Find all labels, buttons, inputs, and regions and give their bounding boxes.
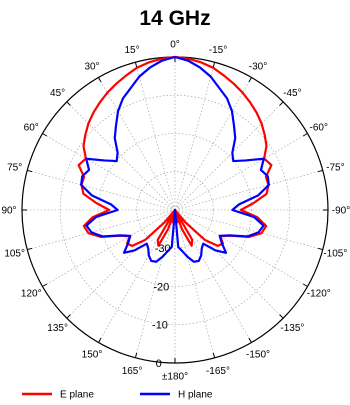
angle-tick-label: ±180° [162,372,188,383]
grid-spoke [42,209,176,287]
grid-spoke [174,209,215,358]
polar-grid [21,56,329,364]
angle-tick-label: -105° [323,248,347,259]
angle-tick-label: 60° [24,123,39,134]
legend: E plane H plane [22,390,213,401]
angle-tick-label: -60° [310,123,328,134]
angle-tick-mark [42,133,48,137]
angle-tick-mark [317,169,323,173]
angle-tick-mark [42,283,48,287]
angle-tick-label: 15° [124,45,139,56]
angle-tick-mark [279,314,284,319]
grid-spoke [174,209,323,250]
grid-spoke [27,170,176,211]
grid-spoke [27,209,176,250]
angle-tick-mark [212,62,216,68]
angle-tick-mark [27,247,33,251]
series-group [77,55,273,263]
angle-tick-mark [27,169,33,173]
angle-tick-mark [134,352,138,358]
angle-tick-label: -135° [280,323,304,334]
legend-label: H plane [178,390,213,401]
angle-tick-label: 90° [1,206,16,217]
angle-tick-mark [134,62,138,68]
grid-spoke [174,77,252,211]
angle-tick-mark [212,352,216,358]
radial-tick-label: -30 [155,243,171,255]
legend-label: E plane [60,390,94,401]
angle-tick-labels: 0° 15° 30° 45° 60° 75° 90° 105° 120° 135° 150° 165°… [1,40,350,383]
angle-tick-mark [302,283,308,287]
angle-tick-mark [279,101,284,106]
angle-tick-label: 75° [7,163,22,174]
angle-tick-mark [248,337,252,343]
grid-ring [136,171,214,249]
grid-spoke [42,133,176,211]
grid-spoke [174,209,308,287]
angle-tick-label: 0° [170,40,180,51]
angle-tick-label: 135° [47,323,68,334]
grid-spoke [66,101,176,211]
grid-spoke [135,209,176,358]
grid-ring [98,133,252,287]
angle-tick-mark [98,77,102,83]
angle-tick-label: -150° [246,349,270,360]
angle-tick-mark [317,247,323,251]
grid-spoke [174,62,215,211]
grid-spoke [174,101,284,211]
grid-spoke [174,170,323,211]
angle-tick-mark [248,77,252,83]
angle-tick-mark [66,101,71,106]
angle-tick-mark [66,314,71,319]
angle-tick-label: -165° [206,366,230,377]
angle-tick-label: 165° [122,366,143,377]
angle-tick-label: -30° [249,62,267,73]
grid-spoke [135,62,176,211]
angle-tick-label: -120° [307,289,331,300]
angle-tick-label: -15° [209,45,227,56]
angle-tick-label: 45° [50,88,65,99]
grid-spoke [174,133,308,211]
chart-title: 14 GHz [139,7,210,30]
angle-tick-label: 30° [84,62,99,73]
angle-tick-label: 150° [82,349,103,360]
angle-tick-label: 105° [4,248,25,259]
grid-ring [59,94,291,326]
radial-tick-labels: 0 -10 -20 -30 [152,243,171,370]
series-line-h-plane [80,55,270,263]
angle-tick-mark [98,337,102,343]
angle-tick-label: -45° [283,88,301,99]
radial-tick-label: -20 [153,281,169,293]
angle-tick-label: -90° [332,206,350,217]
grid-spoke [98,77,176,211]
angle-tick-mark [302,133,308,137]
radial-tick-label: -10 [152,320,168,332]
radial-tick-label: 0 [156,358,162,370]
angle-tick-label: -75° [326,163,344,174]
angle-tick-label: 120° [21,289,42,300]
